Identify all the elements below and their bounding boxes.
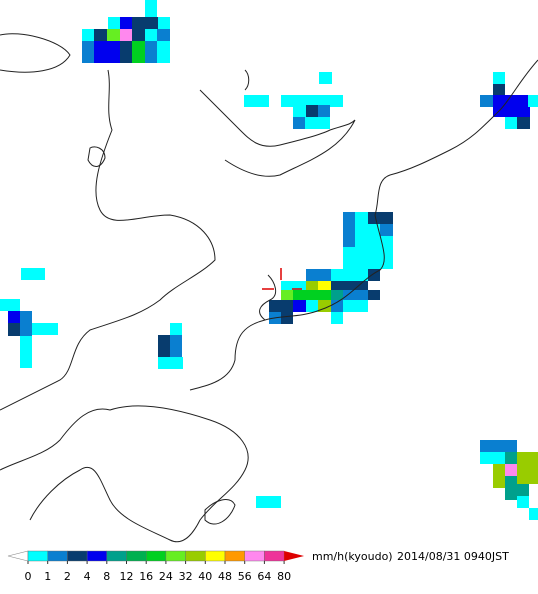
location-marker	[262, 268, 302, 290]
legend-swatch	[224, 550, 245, 562]
legend-tick-label: 24	[159, 570, 173, 583]
legend-swatch	[47, 550, 68, 562]
radar-cells	[0, 0, 538, 520]
legend-tick-label: 2	[64, 570, 71, 583]
legend-tick-label: 12	[120, 570, 134, 583]
timestamp: 2014/08/31 0940JST	[397, 550, 509, 563]
legend-swatch	[264, 550, 285, 562]
legend-tick-label: 16	[139, 570, 153, 583]
legend-swatch	[145, 550, 167, 562]
legend-unit: mm/h(kyoudo)	[312, 550, 393, 563]
legend-swatch	[86, 550, 107, 562]
legend-swatch	[67, 550, 88, 562]
legend-tick-label: 8	[103, 570, 110, 583]
legend-swatch	[244, 550, 265, 562]
legend-swatch	[27, 550, 48, 562]
legend-over	[284, 551, 305, 561]
legend-tick-label: 4	[84, 570, 91, 583]
legend-tick-label: 32	[179, 570, 193, 583]
legend-tick-label: 40	[198, 570, 212, 583]
legend-tick-label: 80	[277, 570, 291, 583]
coastlines	[0, 33, 538, 543]
legend-tick-label: 1	[44, 570, 51, 583]
legend-swatch	[185, 550, 206, 562]
legend-tick-label: 56	[238, 570, 252, 583]
legend-tick-label: 48	[218, 570, 232, 583]
legend-under	[7, 550, 29, 562]
legend-tick-label: 0	[25, 570, 32, 583]
legend-swatch	[126, 550, 147, 562]
legend-swatch	[165, 550, 186, 562]
legend-swatch	[205, 550, 226, 562]
legend-tick-label: 64	[257, 570, 271, 583]
legend-swatch	[106, 550, 127, 562]
